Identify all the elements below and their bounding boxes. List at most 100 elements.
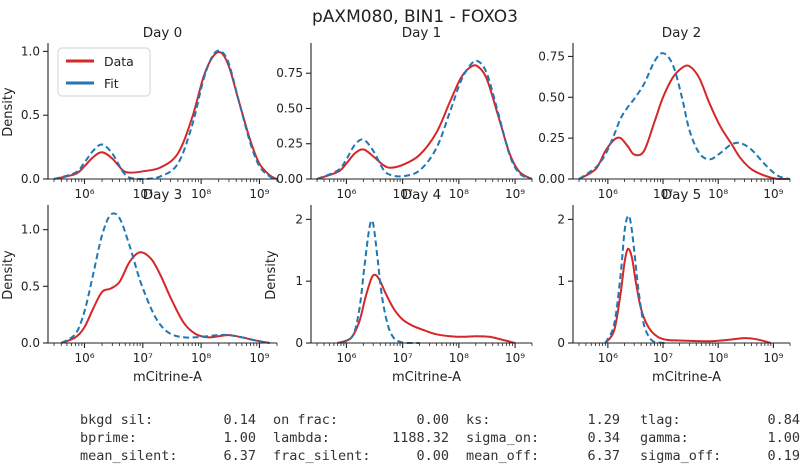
x-tick-label: 10⁷	[393, 351, 413, 365]
subplot-3: 0.00 0.25 0.50 0.75 10⁶ 10⁷ 10⁸ 10⁹ Day 2	[538, 25, 791, 201]
x-tick-label: 10⁷	[393, 187, 413, 201]
stat-label: gamma:	[640, 430, 689, 446]
x-tick-label: 10⁸	[191, 187, 211, 201]
series-line-fit	[604, 214, 668, 344]
stat-cell: sigma_off: 0.19	[640, 448, 800, 466]
stat-value: 6.37	[223, 448, 256, 464]
series-line-fit	[316, 59, 533, 180]
x-tick-label: 10⁸	[708, 187, 728, 201]
x-tick-label: 10⁶	[598, 351, 618, 365]
y-tick-label: 0.25	[538, 131, 565, 145]
stat-value: 0.84	[767, 412, 800, 428]
stat-value: 0.14	[223, 412, 256, 428]
y-tick-label: 0	[295, 336, 303, 350]
y-tick-label: 0.00	[276, 172, 303, 186]
stat-cell: bprime: 1.00	[80, 430, 256, 448]
stat-label: sigma_off:	[640, 448, 722, 464]
x-tick-label: 10⁷	[133, 351, 153, 365]
series-line-data	[60, 251, 270, 344]
x-tick-label: 10⁶	[336, 351, 356, 365]
stat-cell: ks: 1.29	[466, 412, 620, 430]
x-tick-label: 10⁹	[763, 187, 783, 201]
x-tick-label: 10⁸	[708, 351, 728, 365]
series-line-fit	[340, 219, 420, 344]
stat-label: sigma_on:	[466, 430, 540, 446]
stat-cell: bkgd sil: 0.14	[80, 412, 256, 430]
x-axis-label: mCitrine-A	[133, 370, 202, 385]
stat-cell: frac_silent: 0.00	[273, 448, 449, 466]
subplot-title: Day 4	[402, 187, 442, 203]
subplot-title: Day 5	[662, 187, 702, 203]
stat-label: frac_silent:	[273, 448, 371, 464]
series-line-data	[578, 64, 790, 180]
stat-value: 0.19	[767, 448, 800, 464]
y-tick-label: 0.75	[276, 66, 303, 80]
y-tick-label: 1.0	[21, 223, 40, 237]
y-tick-label: 0.50	[538, 90, 565, 104]
x-tick-label: 10⁹	[249, 187, 269, 201]
legend: Data Fit	[57, 47, 151, 97]
stat-label: mean_off:	[466, 448, 540, 464]
stat-value: 1.00	[223, 430, 256, 446]
subplot-title: Day 0	[143, 25, 183, 41]
stat-value: 6.37	[587, 448, 620, 464]
x-tick-label: 10⁶	[598, 187, 618, 201]
series-line-fit	[60, 212, 270, 344]
x-tick-label: 10⁷	[653, 351, 673, 365]
x-tick-label: 10⁸	[449, 187, 469, 201]
stat-label: bkgd sil:	[80, 412, 154, 428]
y-tick-label: 1.0	[21, 44, 40, 58]
series-line-data	[604, 247, 772, 344]
subplot-4: 0.0 0.5 1.0 10⁶ 10⁷ 10⁸ 10⁹ Day 3 Density mCitrin…	[1, 187, 278, 385]
subplot-6: 0 1 2 10⁶ 10⁷ 10⁸ 10⁹ Day 5 mCitrine-A	[557, 187, 791, 385]
stat-cell: on frac: 0.00	[273, 412, 449, 430]
stat-label: mean_silent:	[80, 448, 178, 464]
x-tick-label: 10⁷	[653, 187, 673, 201]
stat-cell: sigma_on: 0.34	[466, 430, 620, 448]
stat-value: 1.29	[587, 412, 620, 428]
x-tick-label: 10⁶	[74, 351, 94, 365]
x-tick-label: 10⁸	[449, 351, 469, 365]
subplot-5: 0 1 2 10⁶ 10⁷ 10⁸ 10⁹ Day 4 Density mCitrine-A	[264, 187, 533, 385]
x-tick-label: 10⁹	[763, 351, 783, 365]
y-tick-label: 0.50	[276, 101, 303, 115]
stat-label: bprime:	[80, 430, 137, 446]
figure: pAXM080, BIN1 - FOXO3 0.0 0.5 1.0 10⁶ 10⁷ 10⁸…	[1, 7, 791, 385]
subplot-2: 0.00 0.25 0.50 0.75 10⁶ 10⁷ 10⁸ 10⁹ Day 1	[276, 25, 533, 201]
y-tick-label: 0.0	[21, 336, 40, 350]
series-line-data	[53, 51, 278, 180]
y-axis-label: Density	[264, 250, 279, 300]
stat-value: 0.34	[587, 430, 620, 446]
series-line-data	[337, 273, 516, 344]
legend-label-data: Data	[104, 54, 134, 69]
stat-value: 1188.32	[392, 430, 449, 446]
stat-cell: lambda: 1188.32	[273, 430, 449, 448]
x-axis-label: mCitrine-A	[392, 370, 461, 385]
x-tick-label: 10⁶	[74, 187, 94, 201]
subplot-title: Day 2	[662, 25, 702, 41]
y-tick-label: 0.75	[538, 49, 565, 63]
y-tick-label: 2	[557, 212, 565, 226]
stat-value: 1.00	[767, 430, 800, 446]
y-tick-label: 0.5	[21, 108, 40, 122]
x-axis-label: mCitrine-A	[652, 370, 721, 385]
x-tick-label: 10⁷	[133, 187, 153, 201]
stat-cell: tlag: 0.84	[640, 412, 800, 430]
series-line-fit	[578, 52, 791, 180]
y-axis-label: Density	[1, 250, 16, 300]
y-tick-label: 0.0	[21, 172, 40, 186]
x-tick-label: 10⁹	[505, 351, 525, 365]
stat-value: 0.00	[416, 448, 449, 464]
y-tick-label: 0.25	[276, 137, 303, 151]
subplot-1: 0.0 0.5 1.0 10⁶ 10⁷ 10⁸ 10⁹ Day 0 Density Data Fit	[1, 25, 278, 201]
x-tick-label: 10⁶	[336, 187, 356, 201]
y-tick-label: 0.5	[21, 279, 40, 293]
x-tick-label: 10⁹	[505, 187, 525, 201]
stat-value: 0.00	[416, 412, 449, 428]
y-axis-label: Density	[1, 87, 16, 137]
stat-label: ks:	[466, 412, 491, 428]
y-tick-label: 0.00	[538, 172, 565, 186]
stat-label: tlag:	[640, 412, 681, 428]
stat-cell: gamma: 1.00	[640, 430, 800, 448]
figure-title: pAXM080, BIN1 - FOXO3	[312, 7, 518, 27]
